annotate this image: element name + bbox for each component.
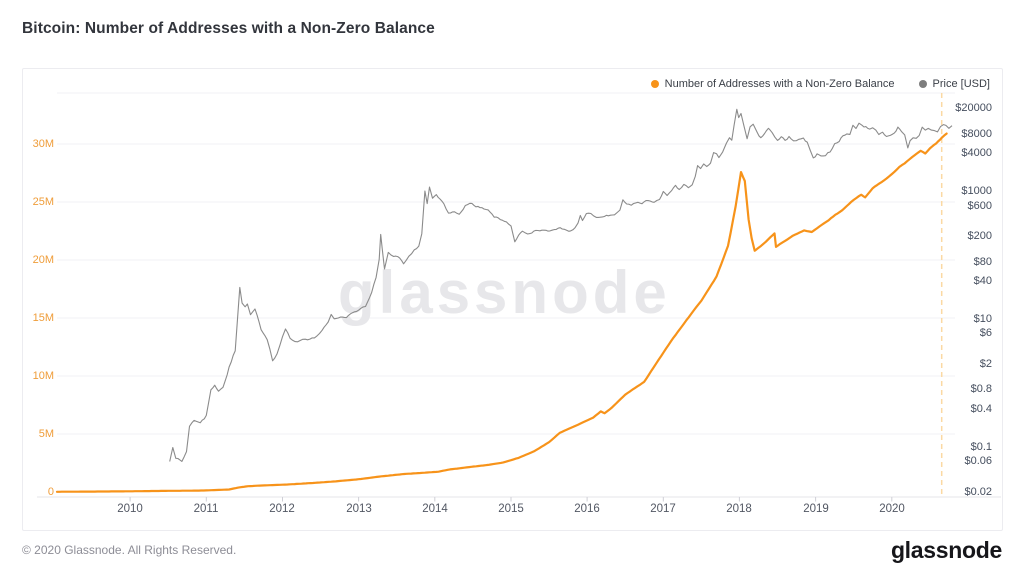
y-axis-label-right: $8000 [961, 128, 992, 140]
y-axis-label-right: $10 [973, 313, 992, 325]
y-axis-label-right: $0.4 [970, 403, 992, 415]
legend-dot-icon [650, 80, 659, 88]
page-title: Bitcoin: Number of Addresses with a Non-… [22, 20, 435, 37]
glassnode-logo: glassnode [890, 537, 1002, 563]
legend-item-price[interactable]: Price [USD] [918, 78, 990, 90]
y-axis-label-left: 20M [32, 254, 54, 266]
x-axis-label: 2012 [269, 503, 295, 515]
legend-label: Price [USD] [932, 78, 990, 90]
legend-label: Number of Addresses with a Non-Zero Bala… [664, 78, 895, 90]
y-axis-label-right: $600 [967, 200, 992, 212]
y-axis-label-right: $0.06 [964, 455, 992, 467]
footer-copyright: © 2020 Glassnode. All Rights Reserved. [22, 543, 237, 557]
x-axis-label: 2013 [346, 503, 372, 515]
y-axis-label-left: 30M [32, 138, 54, 150]
addresses-line [55, 132, 948, 493]
y-axis-label-left: 10M [32, 370, 54, 382]
legend-item-addresses[interactable]: Number of Addresses with a Non-Zero Bala… [650, 78, 895, 90]
y-axis-label-right: $20000 [955, 102, 992, 114]
y-axis-label-right: $0.8 [970, 383, 992, 395]
y-axis-label-right: $200 [967, 230, 992, 242]
x-axis-label: 2011 [193, 503, 219, 515]
y-axis-label-right: $4000 [961, 147, 992, 159]
x-axis-label: 2015 [498, 503, 524, 515]
y-axis-label-right: $6 [979, 327, 992, 339]
y-axis-label-right: $80 [973, 256, 992, 268]
y-axis-label-right: $2 [979, 358, 992, 370]
y-axis-label-right: $1000 [961, 185, 992, 197]
price-line [169, 108, 953, 462]
x-axis-label: 2014 [422, 503, 448, 515]
y-axis-label-left: 25M [32, 196, 54, 208]
x-axis-label: 2017 [650, 503, 676, 515]
chart-legend: Number of Addresses with a Non-Zero Bala… [650, 78, 990, 90]
x-axis-label: 2010 [117, 503, 143, 515]
x-axis-label: 2018 [726, 503, 752, 515]
y-axis-label-left: 5M [38, 428, 54, 440]
x-axis-label: 2016 [574, 503, 600, 515]
y-axis-label-right: $0.1 [970, 441, 992, 453]
y-axis-label-left: 0 [47, 486, 54, 498]
legend-dot-icon [918, 80, 927, 88]
x-axis-label: 2019 [803, 503, 829, 515]
y-axis-label-right: $40 [973, 275, 992, 287]
x-axis-label: 2020 [879, 503, 905, 515]
y-axis-label-left: 15M [32, 312, 54, 324]
y-axis-label-right: $0.02 [964, 486, 992, 498]
glassnode-watermark: glassnode [338, 259, 671, 326]
